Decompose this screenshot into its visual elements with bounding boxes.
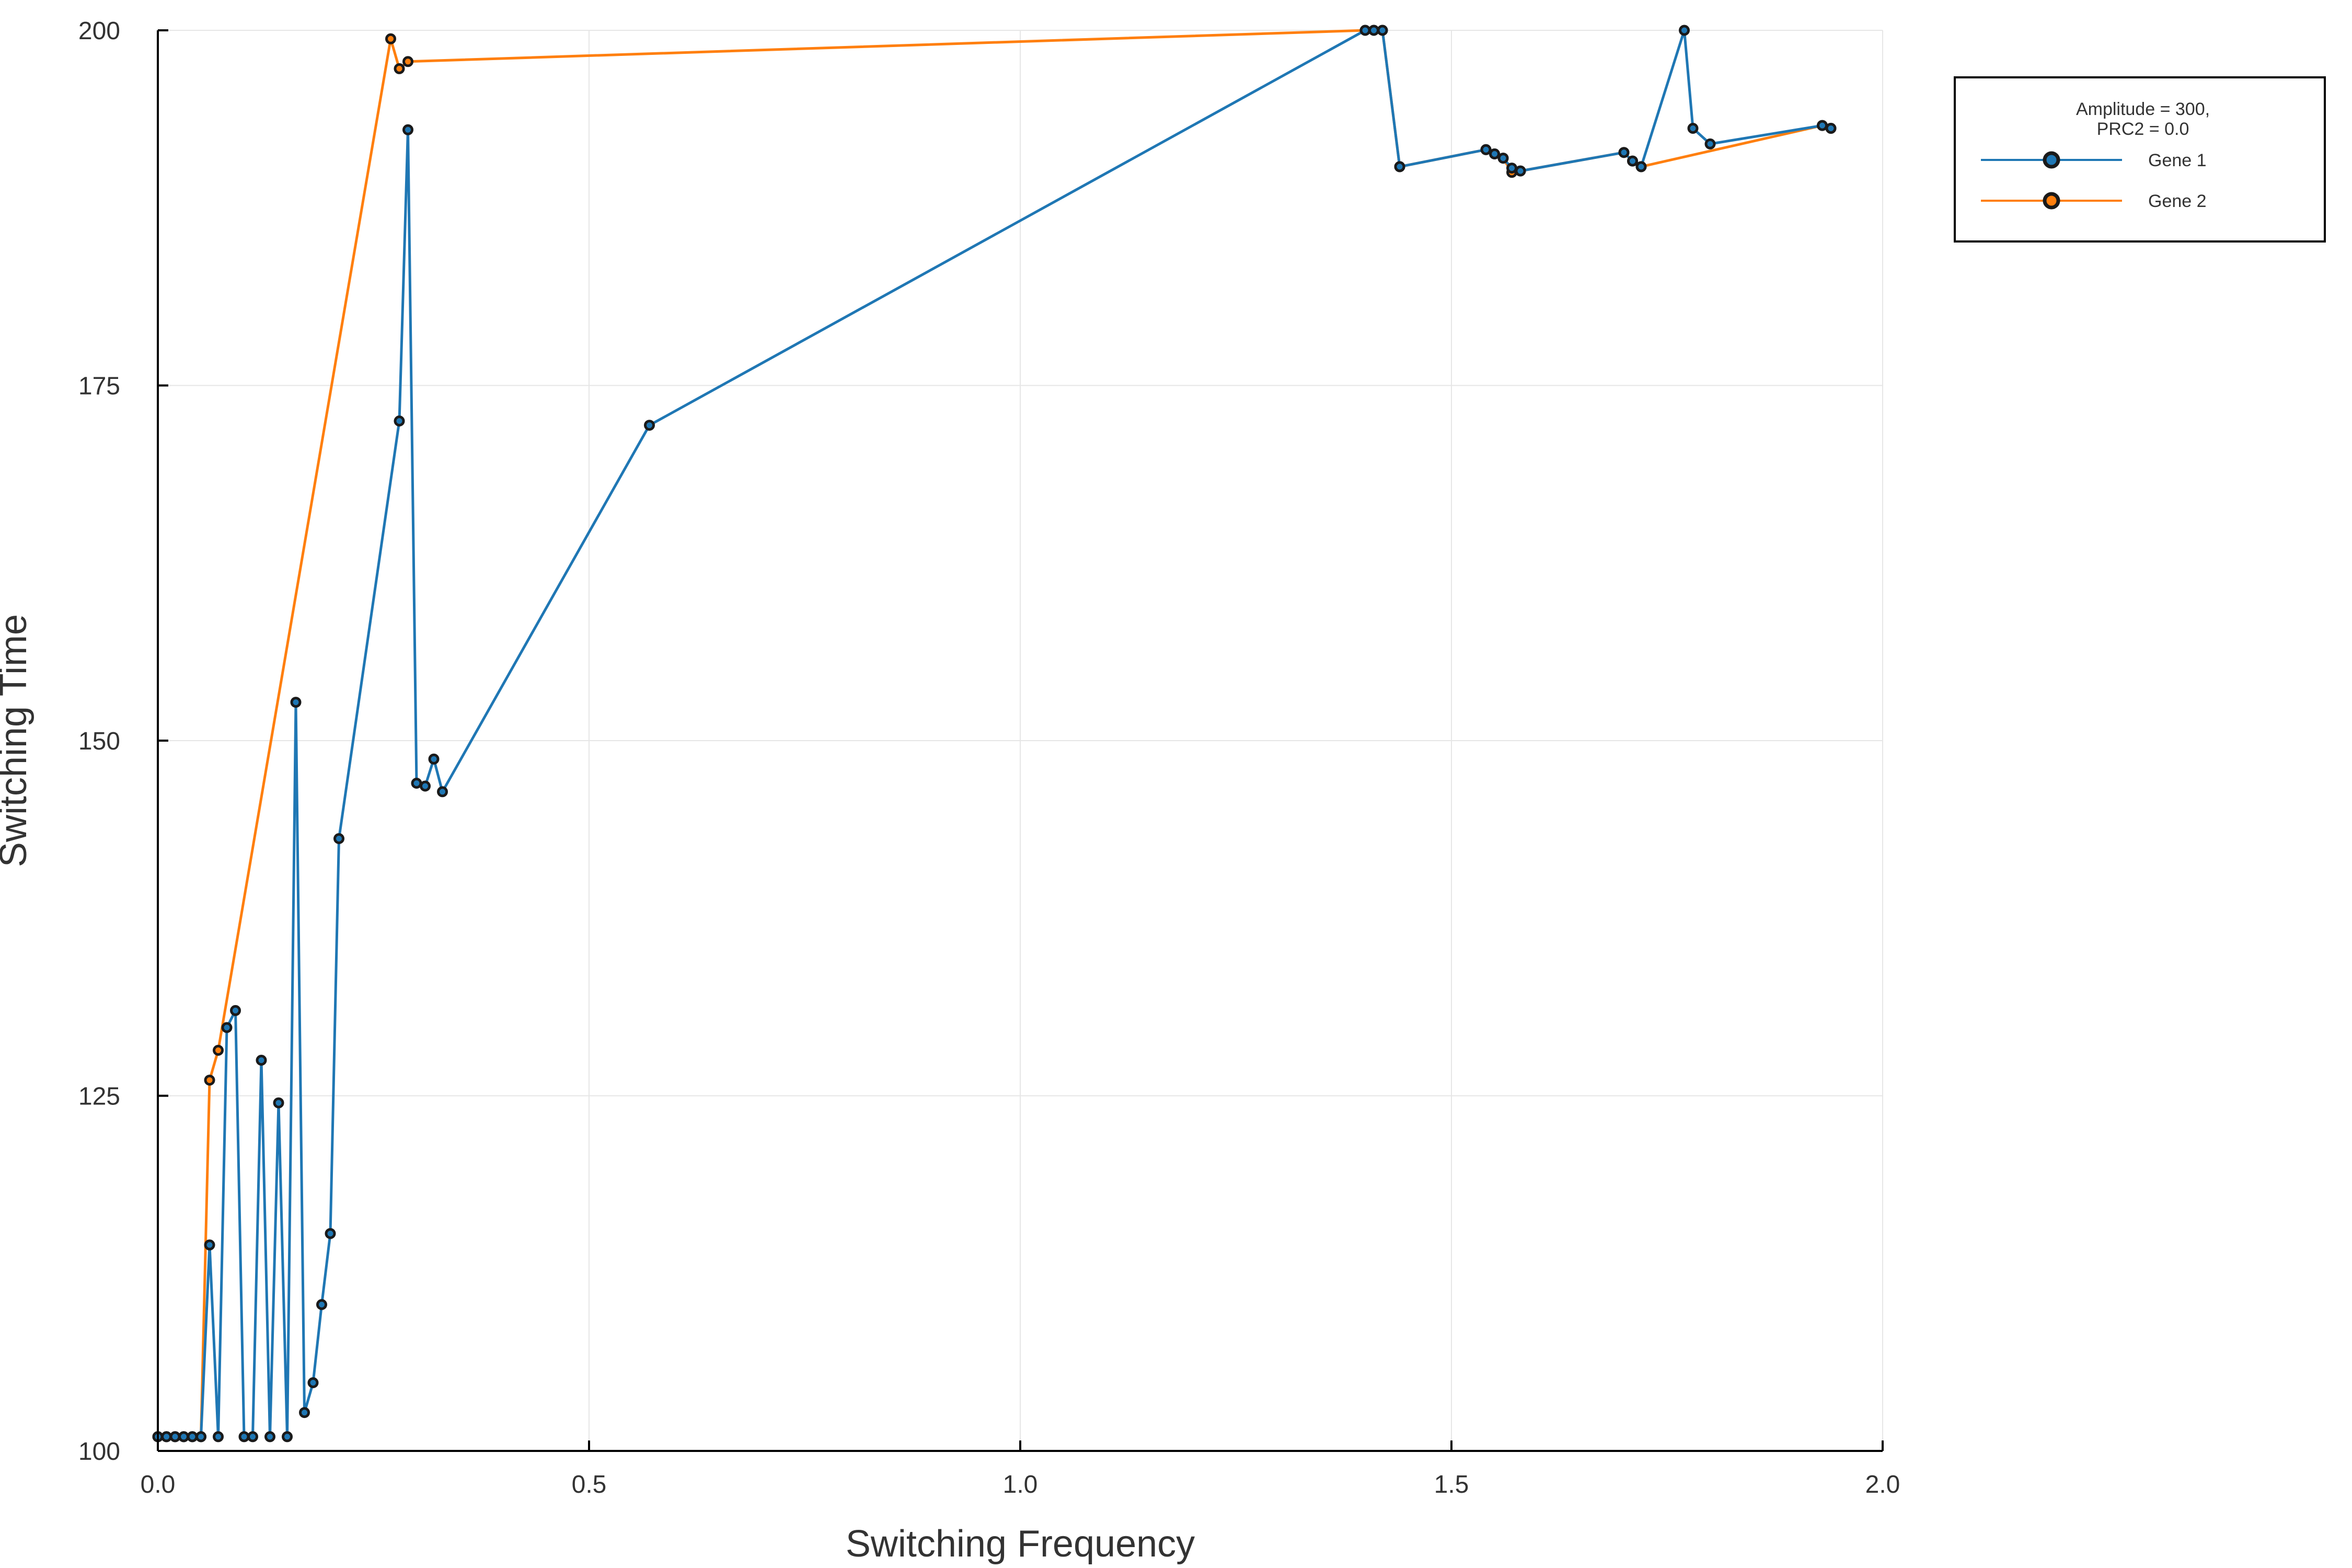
y-tick-label: 200 (78, 17, 120, 45)
data-point-gene-1 (1480, 144, 1492, 155)
data-point-gene-2 (385, 33, 396, 44)
data-point-gene-1 (307, 1377, 319, 1388)
data-point-gene-1 (1377, 25, 1388, 36)
data-point-gene-1 (1368, 25, 1379, 36)
data-point-gene-1 (428, 753, 440, 765)
x-axis-title: Switching Frequency (846, 1523, 1195, 1565)
data-point-gene-1 (1635, 161, 1647, 172)
y-tick-label: 125 (78, 1083, 120, 1111)
data-point-gene-1 (282, 1431, 293, 1443)
data-point-gene-1 (1394, 161, 1405, 172)
data-point-gene-1 (1497, 153, 1509, 164)
legend-title-line-1: Amplitude = 300, (2076, 99, 2210, 119)
data-point-gene-1 (402, 124, 413, 135)
tick-labels: 0.0 0.5 1.0 1.5 2.0 100 125 150 175 200 (78, 17, 1900, 1498)
data-point-gene-1 (644, 420, 655, 431)
x-tick-label: 0.5 (572, 1471, 607, 1498)
data-point-gene-1 (333, 833, 344, 844)
data-point-gene-1 (1618, 147, 1630, 158)
y-axis-title: Switching Time (0, 614, 34, 867)
data-point-gene-1 (1825, 123, 1837, 134)
data-point-gene-1 (1359, 25, 1371, 36)
legend-label-gene-2: Gene 2 (2148, 191, 2207, 211)
legend-marker-gene-1 (2043, 151, 2060, 169)
data-point-gene-1 (1704, 138, 1716, 149)
legend: Amplitude = 300, PRC2 = 0.0 Gene 1 Gene … (1954, 76, 2326, 243)
data-point-gene-1 (1489, 148, 1500, 159)
data-point-gene-1 (213, 1431, 224, 1443)
data-point-gene-2 (402, 56, 413, 67)
axis-ticks (157, 29, 1884, 1452)
data-point-gene-1 (221, 1022, 233, 1033)
data-point-gene-1 (437, 786, 448, 798)
y-tick-label: 175 (78, 373, 120, 400)
data-point-gene-1 (1687, 123, 1699, 134)
legend-label-gene-1: Gene 1 (2148, 151, 2207, 170)
data-point-gene-1 (238, 1431, 250, 1443)
data-point-gene-1 (204, 1239, 215, 1251)
data-point-gene-2 (213, 1045, 224, 1056)
series-points (152, 25, 1837, 1443)
data-point-gene-1 (420, 780, 431, 792)
data-point-gene-1 (195, 1431, 206, 1443)
data-point-gene-1 (1627, 155, 1638, 167)
data-point-gene-2 (204, 1075, 215, 1086)
data-point-gene-1 (178, 1431, 189, 1443)
data-point-gene-1 (394, 416, 405, 426)
data-point-gene-1 (411, 778, 422, 789)
data-point-gene-2 (394, 63, 405, 74)
y-tick-label: 150 (78, 728, 120, 755)
data-point-gene-1 (1679, 25, 1690, 36)
data-point-gene-1 (1817, 120, 1828, 131)
x-tick-label: 2.0 (1865, 1471, 1900, 1498)
data-point-gene-1 (169, 1431, 181, 1443)
data-point-gene-1 (290, 697, 302, 708)
y-tick-label: 100 (78, 1438, 120, 1466)
data-point-gene-1 (325, 1228, 336, 1239)
x-tick-label: 0.0 (141, 1471, 176, 1498)
x-tick-label: 1.5 (1434, 1471, 1469, 1498)
data-point-gene-1 (247, 1431, 258, 1443)
data-point-gene-1 (187, 1431, 198, 1443)
data-point-gene-1 (316, 1299, 327, 1310)
data-point-gene-1 (273, 1097, 284, 1109)
legend-marker-gene-2 (2043, 192, 2060, 210)
data-point-gene-1 (1506, 163, 1517, 174)
x-tick-label: 1.0 (1003, 1471, 1038, 1498)
data-point-gene-1 (230, 1005, 241, 1016)
data-point-gene-1 (161, 1431, 172, 1443)
data-point-gene-1 (299, 1407, 310, 1419)
data-point-gene-1 (256, 1055, 267, 1066)
data-point-gene-1 (264, 1431, 275, 1443)
legend-title-line-2: PRC2 = 0.0 (2097, 119, 2189, 139)
series-line-gene-1 (158, 29, 1831, 1438)
data-point-gene-1 (1515, 165, 1526, 177)
